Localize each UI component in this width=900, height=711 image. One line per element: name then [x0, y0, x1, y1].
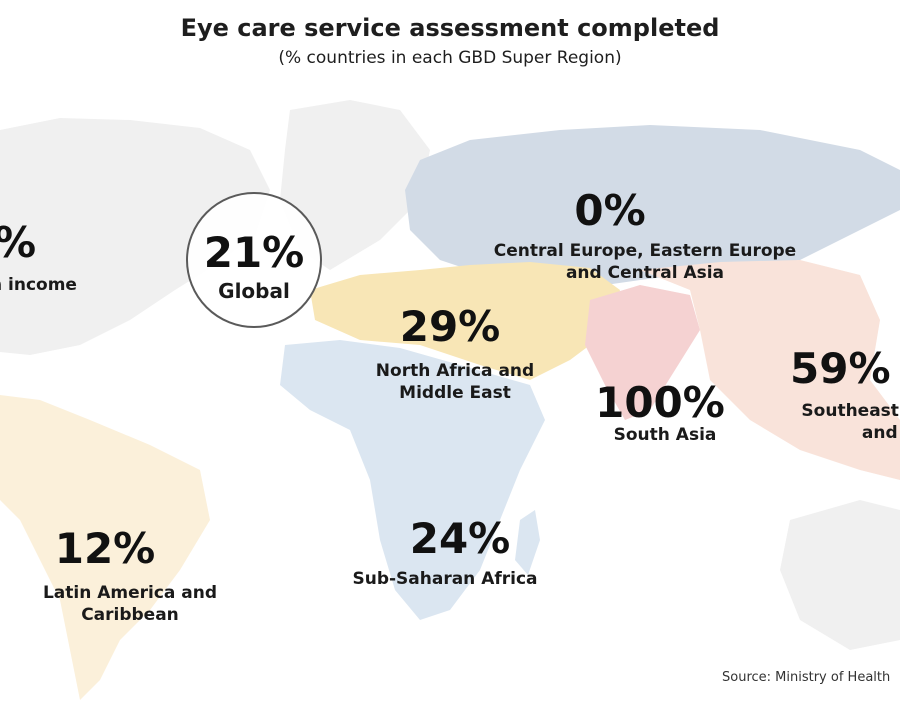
se-asia-region — [640, 260, 900, 480]
global-circle — [186, 192, 322, 328]
namena-label: North Africa and Middle East — [375, 361, 535, 404]
namena-value: 29% — [399, 302, 501, 351]
ssa-value: 24% — [409, 514, 511, 563]
cee-ca-region — [405, 125, 900, 290]
namena-region — [310, 262, 620, 380]
source-note: Source: Ministry of Health — [722, 670, 891, 685]
south-asia-value: 100% — [595, 378, 725, 427]
north-america-region — [0, 118, 270, 355]
global-value: 21% — [203, 228, 305, 277]
chart-subtitle: (% countries in each GBD Super Region) — [278, 48, 622, 68]
chart-title: Eye care service assessment completed — [180, 14, 720, 42]
se-asia-value: 59% — [790, 344, 891, 393]
south-asia-region — [585, 285, 700, 420]
ssa-region — [280, 340, 545, 620]
high-income-label: h income — [0, 275, 77, 295]
cee-ca-label: Central Europe, Eastern Europe and Centr… — [493, 241, 797, 284]
australia-region — [780, 500, 900, 650]
latam-label: Latin America and Caribbean — [42, 583, 218, 626]
ssa-label: Sub-Saharan Africa — [352, 569, 538, 589]
se-asia-label: Southeast A and O — [801, 401, 899, 444]
latam-value: 12% — [54, 524, 156, 573]
high-income-value: % — [0, 222, 36, 264]
cee-ca-value: 0% — [574, 186, 646, 235]
global-label: Global — [218, 279, 290, 303]
south-asia-label: South Asia — [613, 425, 717, 445]
europe-region — [280, 100, 430, 270]
madagascar — [515, 510, 540, 575]
latam-region — [0, 395, 210, 700]
